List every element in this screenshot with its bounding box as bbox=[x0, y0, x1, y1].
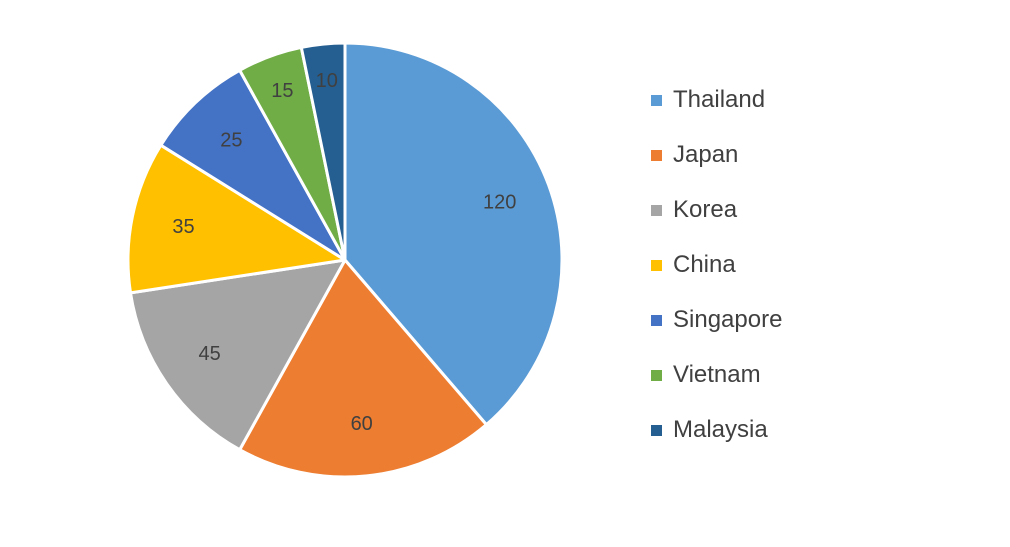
pie-slice-korea bbox=[129, 258, 347, 452]
legend-item-japan: Japan bbox=[651, 139, 738, 171]
legend-swatch-thailand bbox=[651, 94, 662, 106]
data-label-korea: 45 bbox=[198, 343, 220, 365]
legend: Thailand Japan Korea China Singapore Vietnam M… bbox=[651, 84, 991, 454]
pie-slice-singapore bbox=[159, 68, 347, 262]
legend-swatch-japan bbox=[651, 149, 662, 161]
legend-item-malaysia: Malaysia bbox=[651, 414, 768, 446]
legend-label-malaysia: Malaysia bbox=[673, 416, 768, 443]
legend-swatch-korea bbox=[651, 204, 662, 216]
pie-slice-japan bbox=[238, 258, 488, 479]
legend-swatch-china bbox=[651, 259, 662, 271]
legend-label-vietnam: Vietnam bbox=[673, 361, 761, 388]
legend-label-china: China bbox=[673, 251, 736, 278]
legend-swatch-malaysia bbox=[651, 424, 662, 436]
data-label-japan: 60 bbox=[351, 413, 373, 435]
pie-slice-thailand bbox=[343, 41, 564, 427]
pie-slice-malaysia bbox=[299, 41, 347, 262]
data-label-thailand: 120 bbox=[483, 192, 516, 214]
legend-label-singapore: Singapore bbox=[673, 306, 783, 333]
data-label-singapore: 25 bbox=[220, 130, 242, 152]
legend-item-vietnam: Vietnam bbox=[651, 359, 761, 391]
legend-label-thailand: Thailand bbox=[673, 86, 766, 113]
data-label-malaysia: 10 bbox=[316, 70, 338, 92]
legend-item-korea: Korea bbox=[651, 194, 737, 226]
legend-item-thailand: Thailand bbox=[651, 84, 765, 116]
legend-label-japan: Japan bbox=[673, 141, 739, 168]
legend-item-china: China bbox=[651, 249, 736, 281]
data-label-china: 35 bbox=[172, 216, 194, 238]
legend-label-korea: Korea bbox=[673, 196, 738, 223]
legend-swatch-singapore bbox=[651, 314, 662, 326]
data-label-vietnam: 15 bbox=[271, 80, 293, 102]
legend-item-singapore: Singapore bbox=[651, 304, 782, 336]
legend-swatch-vietnam bbox=[651, 369, 662, 381]
pie-slice-china bbox=[126, 143, 347, 295]
